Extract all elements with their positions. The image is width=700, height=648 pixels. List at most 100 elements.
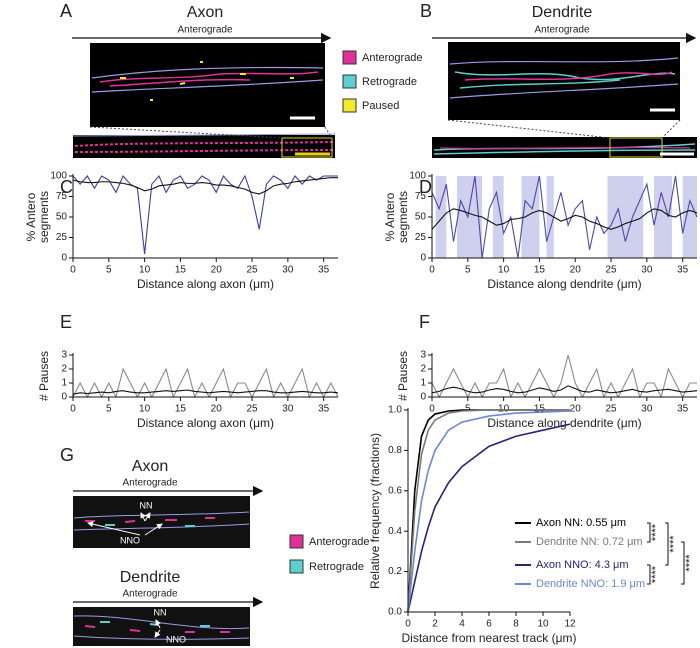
y-tick-label: 0.4 (388, 526, 402, 537)
y-tick-label: 75 (415, 191, 427, 202)
shaded-region (682, 176, 697, 258)
significance-label: **** (668, 535, 680, 553)
legend-label: Retrograde (309, 561, 364, 573)
y-tick-label: 1.0 (388, 405, 402, 416)
x-axis-label: Distance along dendrite (μm) (487, 416, 641, 430)
shaded-region (435, 176, 447, 258)
y-tick-label: 100 (409, 171, 426, 182)
legend-swatch (342, 98, 357, 113)
annotation: NNO (166, 634, 186, 644)
series-line (407, 410, 571, 613)
legend-swatch (289, 559, 304, 574)
track (105, 524, 195, 527)
panel-label: B (420, 1, 432, 21)
y-tick-label: 25 (56, 232, 68, 243)
x-tick-label: 20 (570, 404, 582, 415)
nn-arrow (140, 512, 146, 522)
x-tick-label: 15 (534, 265, 546, 276)
legend-swatch (289, 534, 304, 549)
significance-label: **** (684, 554, 696, 572)
panel-label: G (60, 445, 74, 465)
x-tick-label: 4 (459, 619, 465, 630)
inset-box (281, 137, 333, 158)
x-tick-label: 25 (246, 404, 258, 415)
x-tick-label: 10 (498, 265, 510, 276)
x-tick-label: 8 (513, 619, 519, 630)
x-tick-label: 35 (677, 404, 689, 415)
y-tick-label: 0.0 (388, 607, 402, 618)
significance-bracket (681, 541, 685, 585)
zoom-connector (661, 119, 681, 139)
shaded-region (607, 176, 644, 258)
y-tick-label: 2 (61, 364, 67, 375)
panel-label: D (419, 177, 432, 197)
x-axis-label: Distance along axon (μm) (137, 416, 274, 430)
y-tick-label: 1 (420, 378, 426, 389)
track (99, 71, 319, 87)
nn-arrow (155, 619, 161, 629)
y-tick-label: 2 (420, 364, 426, 375)
panel-title: Dendrite (532, 4, 593, 21)
panel-label: C (60, 177, 73, 197)
x-tick-label: 35 (677, 265, 689, 276)
y-tick-label: 3 (61, 350, 67, 361)
significance-bracket (647, 522, 651, 543)
legend-label: Anterograde (362, 52, 423, 64)
series-line (72, 177, 338, 195)
nno-arrow (154, 629, 161, 638)
x-tick-label: 5 (465, 404, 471, 415)
y-tick-label: 50 (415, 212, 427, 223)
series-line (72, 174, 338, 254)
zoom-connector (89, 126, 283, 139)
x-tick-label: 15 (175, 265, 187, 276)
panel-title: Axon (132, 458, 168, 475)
y-axis-label: % Antero (383, 192, 397, 241)
annotation: NNO (120, 535, 140, 545)
legend-swatch (342, 74, 357, 89)
x-axis-label: Distance along axon (μm) (137, 277, 274, 291)
x-tick-label: 10 (139, 404, 151, 415)
paused-track (120, 61, 294, 101)
x-tick-label: 6 (486, 619, 492, 630)
inset-box (609, 137, 663, 158)
y-tick-label: 25 (415, 232, 427, 243)
x-tick-label: 35 (318, 265, 330, 276)
y-axis-label: segments (396, 191, 410, 243)
y-tick-label: 0 (61, 253, 67, 264)
x-tick-label: 0 (429, 404, 435, 415)
y-tick-label: 0 (420, 392, 426, 403)
track (464, 71, 673, 81)
direction-label: Anterograde (534, 25, 589, 36)
shaded-region (457, 176, 483, 258)
y-tick-label: 0.8 (388, 445, 402, 456)
x-tick-label: 25 (246, 265, 258, 276)
series-line (407, 423, 571, 613)
y-tick-label: 0 (61, 392, 67, 403)
y-axis-label: # Pauses (37, 351, 51, 401)
panel-label: E (60, 312, 72, 332)
y-tick-label: 3 (420, 350, 426, 361)
annotation: NN (154, 607, 167, 617)
x-tick-label: 25 (605, 404, 617, 415)
y-axis-label: segments (37, 191, 51, 243)
y-axis-label: % Antero (24, 192, 38, 241)
nno-arrow (144, 523, 163, 536)
legend-label: Dendrite NN: 0.72 μm (536, 536, 643, 548)
direction-label: Anterograde (177, 25, 232, 36)
x-tick-label: 10 (537, 619, 549, 630)
annotation: NN (140, 500, 153, 510)
series-line (407, 409, 570, 613)
significance-label: **** (650, 565, 662, 583)
x-tick-label: 20 (211, 404, 223, 415)
x-axis-label: Distance along dendrite (μm) (487, 277, 641, 291)
shaded-region (492, 176, 504, 258)
x-tick-label: 10 (498, 404, 510, 415)
x-tick-label: 25 (605, 265, 617, 276)
y-tick-label: 1 (61, 378, 67, 389)
series-line (72, 389, 339, 395)
track (85, 517, 215, 523)
y-tick-label: 0 (420, 253, 426, 264)
track (74, 141, 334, 153)
